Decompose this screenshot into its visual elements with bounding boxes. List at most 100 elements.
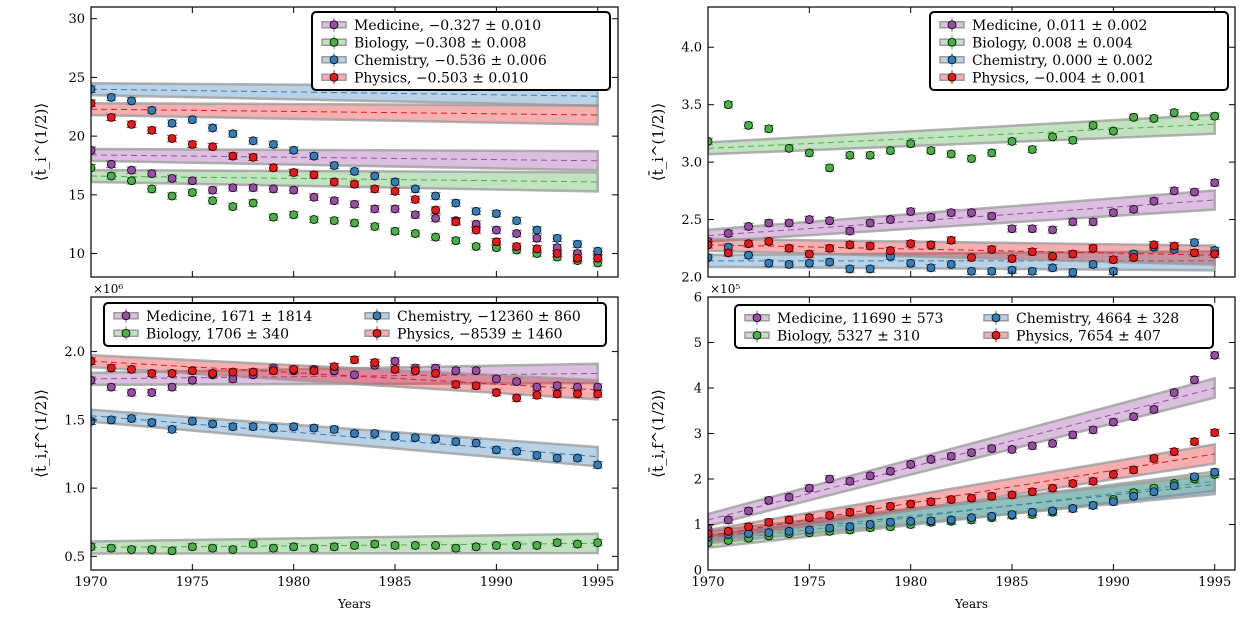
y-tick-label: 6 — [694, 291, 702, 306]
data-point-chemistry — [309, 423, 319, 433]
data-point-physics — [845, 507, 855, 517]
data-point-medicine — [926, 455, 936, 464]
data-point-medicine — [106, 382, 116, 392]
data-point-chemistry — [106, 415, 116, 425]
data-point-biology — [532, 541, 542, 550]
plot-area — [708, 350, 1220, 550]
data-point-chemistry — [91, 416, 96, 426]
data-point-biology — [1027, 145, 1037, 154]
data-point-chemistry — [451, 437, 461, 447]
data-point-physics — [350, 179, 359, 189]
data-point-chemistry — [865, 264, 875, 274]
data-point-medicine — [127, 165, 136, 175]
data-point-physics — [350, 355, 359, 365]
data-point-medicine — [1088, 217, 1098, 227]
data-point-medicine — [552, 381, 562, 391]
data-point-biology — [187, 542, 197, 552]
data-point-biology — [329, 216, 339, 226]
y-tick-label: 4 — [694, 382, 702, 397]
legend-box — [103, 302, 607, 347]
data-point-physics — [804, 249, 814, 259]
data-point-medicine — [723, 228, 733, 238]
panel-bottom-left: 1970 1975 1980 1985 1990 1995 0.5 1.0 1.5 2.0 ⟨t̄_… — [32, 282, 619, 611]
data-point-medicine — [865, 218, 875, 228]
data-point-physics — [370, 358, 380, 367]
data-point-physics — [451, 217, 461, 227]
data-point-biology — [370, 539, 380, 549]
legend-label-medicine: Medicine, 11690 ± 573 — [777, 311, 943, 327]
data-point-biology — [471, 542, 481, 552]
legend-marker-biology — [947, 37, 957, 47]
data-point-chemistry — [784, 526, 794, 536]
data-point-physics — [1068, 479, 1078, 488]
data-point-chemistry — [926, 263, 936, 273]
fit-line-biology — [708, 123, 1215, 149]
data-point-chemistry — [764, 258, 774, 268]
data-point-chemistry — [1190, 472, 1199, 482]
data-point-medicine — [431, 213, 440, 223]
data-point-physics — [512, 242, 522, 251]
data-point-biology — [1210, 111, 1220, 121]
data-point-chemistry — [845, 264, 855, 274]
data-point-chemistry — [370, 429, 380, 438]
data-point-physics — [865, 241, 875, 251]
data-point-chemistry — [987, 511, 997, 521]
legend-label-medicine: Medicine, 1671 ± 1814 — [146, 309, 313, 325]
data-point-chemistry — [228, 129, 238, 139]
data-point-medicine — [967, 208, 976, 218]
data-point-physics — [1068, 249, 1078, 259]
data-point-chemistry — [187, 115, 197, 125]
data-point-medicine — [91, 145, 96, 155]
data-point-physics — [91, 98, 96, 108]
data-point-biology — [1108, 126, 1118, 136]
data-point-chemistry — [946, 259, 956, 269]
data-point-physics — [744, 239, 753, 249]
data-point-chemistry — [350, 429, 359, 438]
data-point-physics — [723, 248, 733, 258]
data-point-chemistry — [127, 414, 136, 423]
y-axis-label: ⟨t̄_i,f^(1/2)⟩ — [32, 389, 50, 478]
data-point-biology — [410, 229, 420, 238]
x-tick-label: 1990 — [1097, 575, 1130, 590]
data-point-medicine — [512, 377, 522, 387]
fit-line-physics — [91, 108, 598, 116]
data-point-physics — [946, 235, 956, 245]
data-point-medicine — [390, 356, 400, 366]
data-point-physics — [187, 366, 197, 376]
data-point-biology — [390, 226, 400, 236]
data-point-medicine — [987, 444, 997, 453]
legend-marker-physics — [329, 72, 339, 82]
data-point-physics — [987, 245, 997, 254]
data-point-biology — [350, 541, 359, 550]
data-point-medicine — [886, 215, 895, 224]
data-point-medicine — [946, 451, 956, 461]
data-point-biology — [471, 242, 481, 251]
fit-line-chemistry — [91, 88, 598, 97]
data-point-physics — [289, 168, 299, 177]
y-tick-label: 2.0 — [64, 345, 85, 360]
data-point-physics — [886, 246, 895, 255]
data-point-physics — [127, 364, 136, 374]
legend-marker-chemistry — [329, 55, 339, 65]
data-point-physics — [167, 369, 177, 378]
data-point-physics — [1129, 465, 1139, 475]
data-point-physics — [1088, 476, 1098, 486]
y-tick-label: 0 — [694, 564, 702, 579]
data-point-physics — [248, 152, 258, 162]
data-point-chemistry — [1108, 497, 1118, 507]
fit-band-biology — [91, 168, 599, 193]
y-tick-label: 15 — [68, 188, 85, 203]
y-tick-label: 1 — [694, 518, 702, 533]
x-tick-label: 1995 — [581, 575, 614, 590]
plot-area — [91, 81, 603, 268]
data-point-physics — [1007, 490, 1017, 500]
data-point-medicine — [187, 375, 197, 385]
y-axis-label: ⟨t̄_i,f^(1/2)⟩ — [649, 389, 667, 478]
data-point-physics — [91, 356, 96, 366]
legend-marker-biology — [329, 37, 339, 47]
data-point-chemistry — [1169, 481, 1179, 491]
legend-marker-medicine — [329, 20, 339, 30]
data-point-chemistry — [552, 233, 562, 243]
data-point-medicine — [1007, 224, 1017, 234]
data-point-physics — [248, 367, 258, 377]
